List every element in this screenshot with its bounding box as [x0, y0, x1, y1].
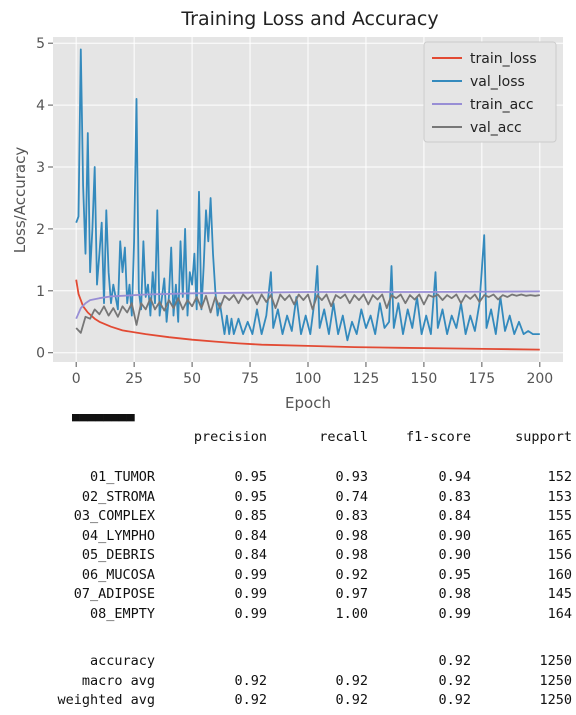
x-tick-label: 0	[72, 371, 81, 387]
row-value: 164	[547, 605, 572, 622]
x-tick-label: 25	[125, 371, 143, 387]
y-tick-label: 2	[36, 222, 45, 238]
summary-value: 0.92	[335, 672, 368, 689]
row-value: 0.99	[234, 586, 267, 602]
series-line-train-loss	[75, 279, 540, 351]
row-value: 0.90	[438, 527, 471, 544]
classification-report: ████████ precision recall f1-score support …	[0, 414, 576, 715]
y-tick-label: 3	[36, 160, 45, 176]
y-tick-label: 0	[36, 346, 45, 362]
summary-value: 1250	[539, 653, 572, 669]
row-value: 0.98	[438, 586, 471, 602]
y-tick-label: 4	[36, 98, 45, 114]
x-tick-label: 200	[526, 371, 553, 387]
row-value: 0.74	[335, 488, 368, 505]
clipped-text-fragment: ████████	[72, 414, 135, 422]
series-group	[75, 48, 540, 351]
header-precision: precision	[193, 429, 267, 445]
row-value: 152	[547, 469, 572, 485]
row-label: 02_STROMA	[81, 488, 155, 505]
y-tick-label: 5	[36, 36, 45, 52]
training-chart: Training Loss and Accuracy 0 25 50 75 100 125…	[11, 8, 563, 412]
series-line-train-acc	[75, 290, 540, 320]
summary-value: 0.92	[335, 692, 368, 708]
row-value: 165	[547, 527, 572, 544]
row-value: 156	[547, 547, 572, 563]
row-value: 0.95	[234, 488, 267, 505]
chart-title: Training Loss and Accuracy	[180, 8, 438, 30]
row-value: 0.99	[234, 605, 267, 622]
y-ticks: 0 1 2 3 4 5	[36, 36, 53, 362]
x-tick-label: 150	[411, 371, 438, 387]
row-value: 0.84	[234, 547, 267, 563]
row-value: 0.98	[335, 527, 368, 544]
x-tick-label: 125	[353, 371, 380, 387]
row-label: 08_EMPTY	[89, 605, 155, 622]
legend-label: train_loss	[470, 51, 537, 67]
row-value: 0.95	[234, 469, 267, 485]
row-value: 1.00	[335, 605, 368, 622]
row-value: 0.83	[335, 508, 368, 524]
summary-value: 0.92	[438, 692, 471, 708]
summary-label: weighted avg	[57, 692, 155, 708]
row-value: 0.94	[438, 469, 471, 485]
row-value: 0.84	[438, 508, 471, 524]
x-tick-label: 100	[295, 371, 322, 387]
x-axis-label: Epoch	[285, 394, 331, 412]
row-value: 0.83	[438, 488, 471, 505]
row-value: 0.98	[335, 547, 368, 563]
row-label: 07_ADIPOSE	[73, 586, 155, 602]
summary-value: 0.92	[234, 692, 267, 708]
row-value: 0.85	[234, 508, 267, 524]
row-value: 0.84	[234, 527, 267, 544]
row-label: 04_LYMPHO	[81, 527, 155, 544]
header-f1-score: f1-score	[405, 429, 471, 445]
row-label: 01_TUMOR	[89, 469, 155, 485]
legend-label: val_loss	[470, 74, 525, 90]
row-value: 0.99	[438, 605, 471, 622]
summary-value: 1250	[539, 672, 572, 689]
x-ticks: 0 25 50 75 100 125 150 175 200	[72, 362, 553, 387]
summary-value: 0.92	[438, 653, 471, 669]
series-line-val-acc	[75, 293, 540, 334]
legend-label: val_acc	[470, 120, 522, 136]
summary-value: 0.92	[234, 672, 267, 689]
row-value: 0.99	[234, 566, 267, 583]
series-line-val-loss	[75, 48, 540, 342]
y-axis-label: Loss/Accuracy	[11, 147, 29, 254]
row-value: 153	[547, 488, 572, 505]
x-tick-label: 50	[183, 371, 201, 387]
x-tick-label: 75	[241, 371, 259, 387]
summary-value: 1250	[539, 692, 572, 708]
legend-box	[423, 41, 557, 143]
row-value: 155	[547, 508, 572, 524]
y-tick-label: 1	[36, 284, 45, 300]
summary-label: accuracy	[89, 653, 155, 669]
row-value: 0.97	[335, 586, 368, 602]
header-recall: recall	[319, 429, 368, 445]
row-value: 0.95	[438, 566, 471, 583]
summary-label: macro avg	[81, 672, 155, 689]
row-value: 0.90	[438, 547, 471, 563]
legend-label: train_acc	[470, 97, 534, 113]
row-value: 0.93	[335, 469, 368, 485]
row-value: 145	[547, 586, 572, 602]
row-value: 160	[547, 566, 572, 583]
header-support: support	[515, 429, 572, 445]
row-value: 0.92	[335, 566, 368, 583]
legend: train_loss val_loss train_acc val_acc	[423, 41, 557, 143]
summary-value: 0.92	[438, 672, 471, 689]
row-label: 03_COMPLEX	[73, 508, 155, 524]
row-label: 06_MUCOSA	[81, 566, 155, 583]
x-tick-label: 175	[468, 371, 495, 387]
row-label: 05_DEBRIS	[81, 547, 155, 563]
